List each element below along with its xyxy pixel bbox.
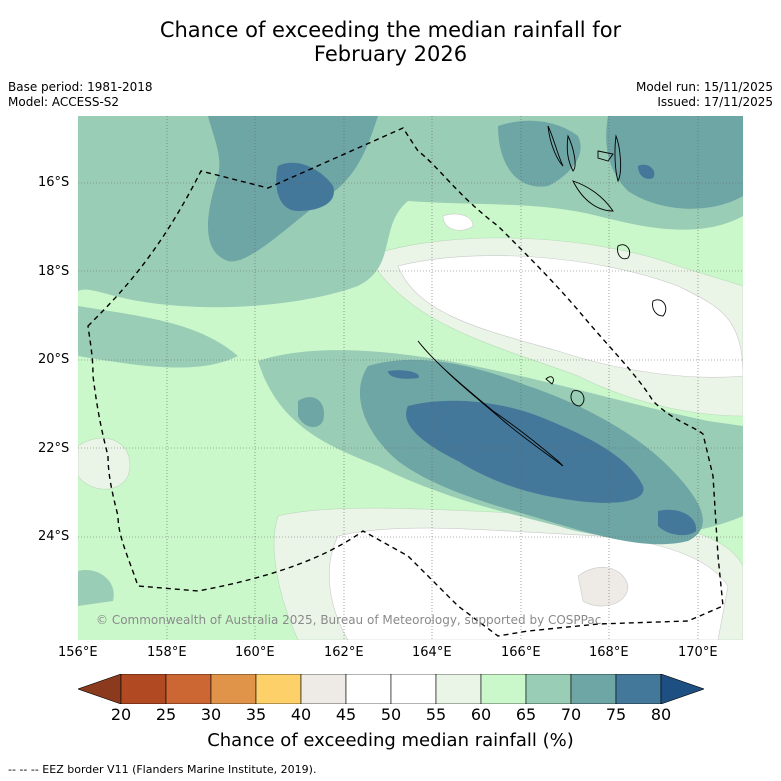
colorbar-segment (390, 674, 437, 704)
eez-legend-footer: -- -- -- EEZ border V11 (Flanders Marine… (8, 763, 317, 776)
rainfall-map (78, 116, 743, 640)
lon-label-170e: 170°E (678, 645, 718, 660)
copyright-notice: © Commonwealth of Australia 2025, Bureau… (96, 613, 602, 627)
lat-label-18s: 18°S (38, 264, 70, 279)
colorbar-tick-30: 30 (200, 705, 222, 724)
colorbar-tick-45: 45 (335, 705, 357, 724)
lon-label-160e: 160°E (235, 645, 275, 660)
colorbar-segment (615, 674, 662, 704)
colorbar-segment (480, 674, 527, 704)
meta-right: Model run: 15/11/2025 Issued: 17/11/2025 (636, 80, 773, 110)
colorbar-tick-20: 20 (110, 705, 132, 724)
chart-title: Chance of exceeding the median rainfall … (0, 18, 781, 66)
colorbar-extend-low (78, 674, 122, 704)
colorbar-segment (300, 674, 347, 704)
lat-label-16s: 16°S (38, 175, 70, 190)
eez-border (87, 127, 724, 637)
model-name: Model: ACCESS-S2 (8, 95, 120, 109)
colorbar-tick-40: 40 (290, 705, 312, 724)
zone-75-80 (276, 162, 697, 536)
colorbar-tick-65: 65 (515, 705, 537, 724)
colorbar-tick-50: 50 (380, 705, 402, 724)
colorbar-segment (255, 674, 302, 704)
colorbar-extend-high (660, 674, 704, 704)
colorbar-title: Chance of exceeding median rainfall (%) (207, 730, 574, 751)
graticule (78, 116, 743, 640)
new-caledonia-coastline (417, 340, 564, 467)
colorbar-segment (165, 674, 212, 704)
colorbar-tick-60: 60 (470, 705, 492, 724)
colorbar-segment (570, 674, 617, 704)
issued-date: Issued: 17/11/2025 (657, 95, 773, 109)
lon-label-166e: 166°E (501, 645, 541, 660)
lat-label-20s: 20°S (38, 352, 70, 367)
title-line-1: Chance of exceeding the median rainfall … (159, 18, 622, 42)
colorbar-segment (435, 674, 482, 704)
colorbar-tick-75: 75 (605, 705, 627, 724)
meta-left: Base period: 1981-2018 Model: ACCESS-S2 (8, 80, 153, 110)
colorbar-tick-35: 35 (245, 705, 267, 724)
title-line-2: February 2026 (313, 42, 468, 66)
colorbar-segment (120, 674, 167, 704)
colorbar (78, 674, 704, 704)
colorbar-segment (345, 674, 392, 704)
model-run: Model run: 15/11/2025 (635, 80, 773, 94)
colorbar-tick-25: 25 (155, 705, 177, 724)
zone-45-55 (329, 213, 743, 640)
lon-label-164e: 164°E (412, 645, 452, 660)
vanuatu-islands (545, 125, 667, 407)
zone-40-45 (577, 567, 629, 607)
lon-label-168e: 168°E (589, 645, 629, 660)
colorbar-tick-55: 55 (425, 705, 447, 724)
lat-label-22s: 22°S (38, 441, 70, 456)
lon-label-162e: 162°E (324, 645, 364, 660)
colorbar-segment (210, 674, 257, 704)
lon-label-156e: 156°E (58, 645, 98, 660)
colorbar-segment (525, 674, 572, 704)
lon-label-158e: 158°E (147, 645, 187, 660)
colorbar-tick-80: 80 (650, 705, 672, 724)
lat-label-24s: 24°S (38, 529, 70, 544)
base-period: Base period: 1981-2018 (8, 80, 153, 94)
colorbar-tick-70: 70 (560, 705, 582, 724)
